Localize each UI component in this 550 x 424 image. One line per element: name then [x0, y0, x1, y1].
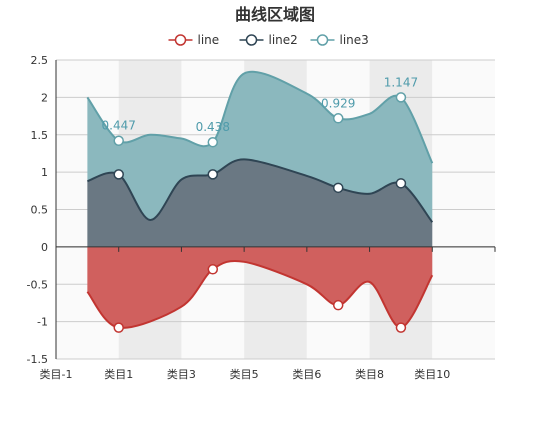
data-point-line2[interactable]: [207, 169, 219, 180]
series-line-line: [86, 259, 434, 329]
y-tick-label: -1: [37, 316, 48, 329]
data-point-line2[interactable]: [395, 178, 407, 189]
data-point-line2[interactable]: [332, 182, 344, 194]
data-point-line[interactable]: [113, 322, 124, 333]
legend-swatch-marker: [174, 34, 187, 46]
series-areas: [86, 70, 434, 329]
y-tick-label: 0.5: [31, 204, 49, 217]
legend-swatch-marker: [316, 34, 329, 46]
area-line: [87, 246, 433, 328]
data-label: 1.147: [384, 75, 418, 89]
legend[interactable]: line line2 line3: [168, 33, 369, 47]
data-point-line3[interactable]: [332, 113, 344, 124]
legend-label: line3: [340, 33, 369, 47]
area-line3: [87, 71, 433, 223]
y-tick-label: -0.5: [27, 278, 48, 291]
axes: 2.5 2 1.5 1 0.5 0 -0.5 -1 -1.5类目-1 类目1 类目3 类目5 类目6 类目…: [27, 54, 496, 381]
series-markers: [113, 92, 407, 333]
data-point-line3[interactable]: [207, 136, 219, 148]
x-tick-label: 类目-1: [40, 367, 73, 381]
y-tick-label: 1.5: [31, 129, 49, 142]
x-tick-label: 类目1: [104, 367, 133, 381]
legend-label: line2: [269, 33, 298, 47]
series-line-line2: [87, 158, 434, 223]
data-point-line[interactable]: [332, 299, 344, 311]
y-tick-label: 2: [41, 91, 48, 104]
x-tick-label: 类目8: [355, 367, 384, 381]
legend-item-line[interactable]: line: [168, 33, 220, 47]
series-line-line3: [86, 70, 434, 164]
data-point-line[interactable]: [207, 264, 219, 275]
data-point-line3[interactable]: [395, 92, 407, 103]
x-tick-label: 类目10: [414, 367, 450, 381]
x-tick-label: 类目6: [292, 367, 321, 381]
data-label: 0.438: [196, 120, 230, 134]
data-labels: 0.447 0.438 0.929 1.147: [102, 75, 419, 134]
legend-item-line2[interactable]: line2: [239, 33, 298, 47]
data-label: 0.447: [102, 119, 136, 133]
legend-label: line: [198, 33, 220, 47]
y-tick-label: 0: [41, 241, 48, 254]
chart-title: 曲线区域图: [235, 5, 315, 24]
y-tick-label: 2.5: [31, 54, 49, 67]
y-tick-label: -1.5: [27, 353, 48, 366]
data-point-line[interactable]: [395, 322, 407, 333]
legend-swatch-marker: [245, 34, 258, 46]
x-tick-label: 类目5: [230, 367, 259, 381]
data-point-line3[interactable]: [113, 135, 124, 146]
legend-item-line3[interactable]: line3: [310, 33, 369, 47]
x-tick-label: 类目3: [167, 367, 196, 381]
data-point-line2[interactable]: [113, 169, 124, 180]
data-label: 0.929: [321, 96, 355, 110]
area-line2: [87, 159, 433, 247]
y-tick-label: 1: [41, 166, 48, 179]
